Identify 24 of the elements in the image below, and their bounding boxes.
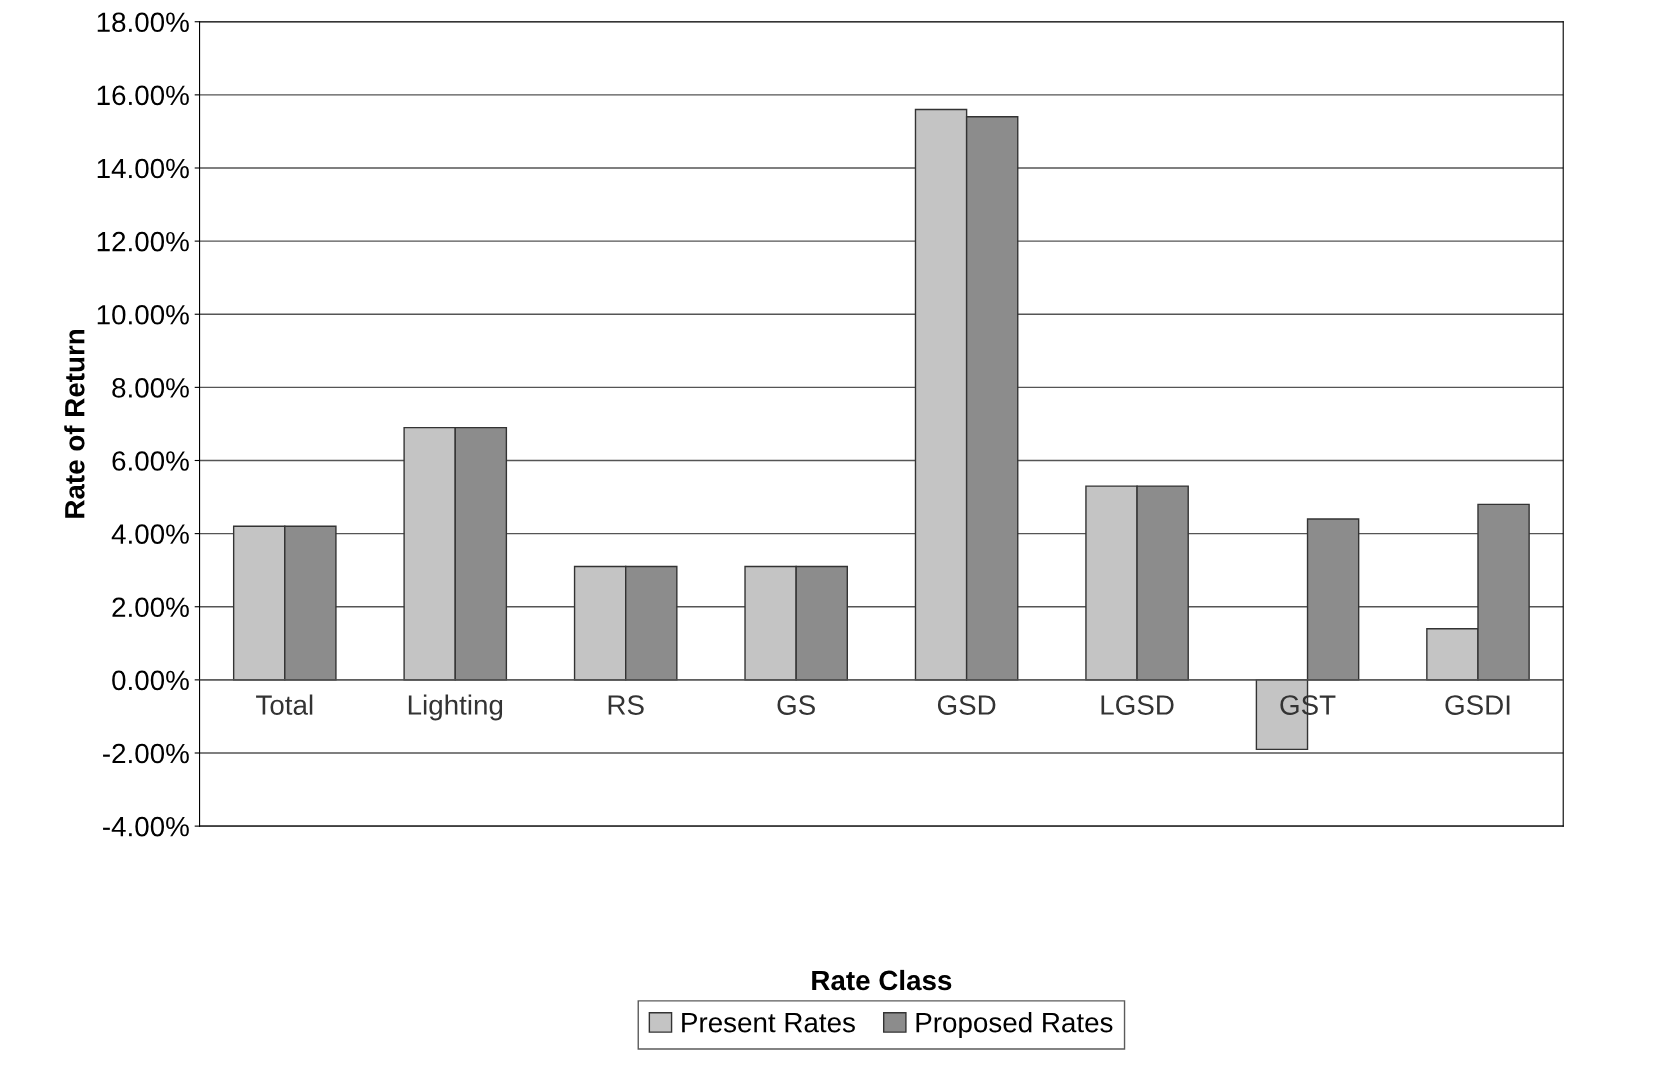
y-tick-label: 0.00% [112, 670, 189, 691]
x-tick-label: GSDI [1445, 695, 1510, 715]
legend-label: Present Rates [682, 1013, 855, 1033]
y-tick-label: 2.00% [112, 597, 189, 618]
y-tick-label: -2.00% [103, 743, 189, 764]
x-tick-label: GS [777, 695, 815, 715]
y-tick-label: 16.00% [97, 85, 189, 106]
x-tick-label: RS [608, 695, 644, 715]
y-tick-label: 8.00% [112, 378, 189, 398]
x-axis-title: Rate Class [812, 969, 952, 991]
bar [1306, 518, 1360, 681]
y-tick-label: 6.00% [112, 451, 189, 471]
legend-label: Proposed Rates [916, 1012, 1113, 1038]
x-tick-label: Total [256, 694, 313, 715]
x-tick-label: GSD [937, 695, 996, 715]
y-tick-label: 18.00% [97, 12, 189, 33]
y-tick-label: 10.00% [97, 304, 189, 325]
x-tick-label: Lighting [408, 694, 503, 721]
y-tick-label: -4.00% [103, 816, 189, 837]
y-tick-label: 4.00% [111, 524, 189, 544]
y-tick-label: 14.00% [97, 158, 189, 179]
x-tick-label: LGSD [1101, 695, 1174, 715]
y-axis-title: Rate of Return [64, 329, 85, 518]
y-tick-label: 12.00% [97, 231, 189, 252]
